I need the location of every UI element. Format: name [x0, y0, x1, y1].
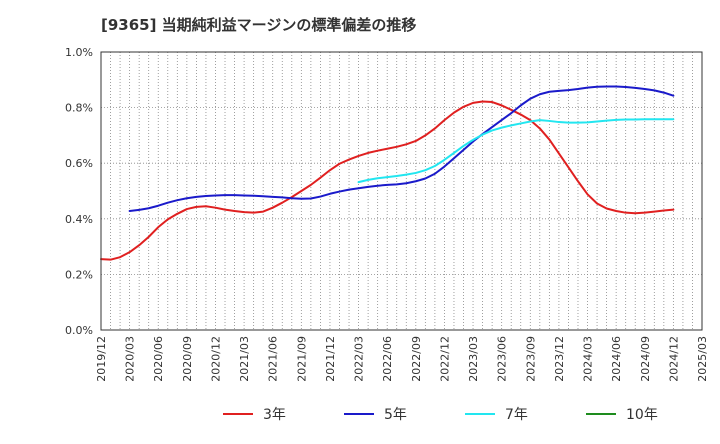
x-tick-label: 2022/06	[381, 336, 394, 382]
series-line-5年	[128, 85, 675, 213]
series-line-3年	[100, 100, 675, 261]
x-tick-label: 2023/12	[553, 336, 566, 382]
y-tick-label: 0.2%	[65, 268, 93, 281]
legend: 3年 5年 7年 10年	[223, 407, 658, 423]
y-tick-label: 0.0%	[65, 324, 93, 337]
grid-layer	[100, 51, 703, 331]
x-tick-label: 2023/06	[496, 336, 509, 382]
legend-label: 7年	[505, 407, 528, 423]
x-tick-label: 2020/03	[124, 336, 137, 382]
plot-border	[100, 51, 703, 331]
y-tick-label: 1.0%	[65, 46, 93, 59]
y-tick-label: 0.8%	[65, 102, 93, 115]
legend-label: 3年	[263, 407, 286, 423]
legend-label: 10年	[626, 407, 658, 423]
plot-area	[101, 52, 702, 330]
x-tick-label: 2021/12	[324, 336, 337, 382]
x-tick-label: 2021/03	[238, 336, 251, 382]
x-tick-label: 2024/09	[639, 336, 652, 382]
x-tick-label: 2021/06	[267, 336, 280, 382]
x-tick-label: 2020/06	[152, 336, 165, 382]
x-tick-label: 2022/09	[410, 336, 423, 382]
axis-layer: 0.0% 0.2% 0.4% 0.6% 0.8% 1.0% 2019/12 2020/03 20…	[65, 46, 709, 382]
x-tick-label: 2019/12	[95, 336, 108, 382]
y-tick-label: 0.4%	[65, 213, 93, 226]
x-tick-label: 2024/03	[582, 336, 595, 382]
x-tick-label: 2020/12	[209, 336, 222, 382]
x-tick-label: 2024/06	[610, 336, 623, 382]
x-tick-label: 2023/03	[467, 336, 480, 382]
x-tick-label: 2023/09	[524, 336, 537, 382]
series-layer	[100, 85, 675, 261]
x-tick-label: 2021/09	[295, 336, 308, 382]
x-tick-label: 2022/12	[438, 336, 451, 382]
x-tick-label: 2025/03	[696, 336, 709, 382]
y-tick-label: 0.6%	[65, 157, 93, 170]
x-tick-label: 2022/03	[353, 336, 366, 382]
series-line-7年	[357, 118, 675, 184]
legend-label: 5年	[384, 407, 407, 423]
chart-title: [9365] 当期純利益マージンの標準偏差の推移	[101, 16, 417, 34]
x-tick-label: 2020/09	[181, 336, 194, 382]
x-tick-label: 2024/12	[667, 336, 680, 382]
